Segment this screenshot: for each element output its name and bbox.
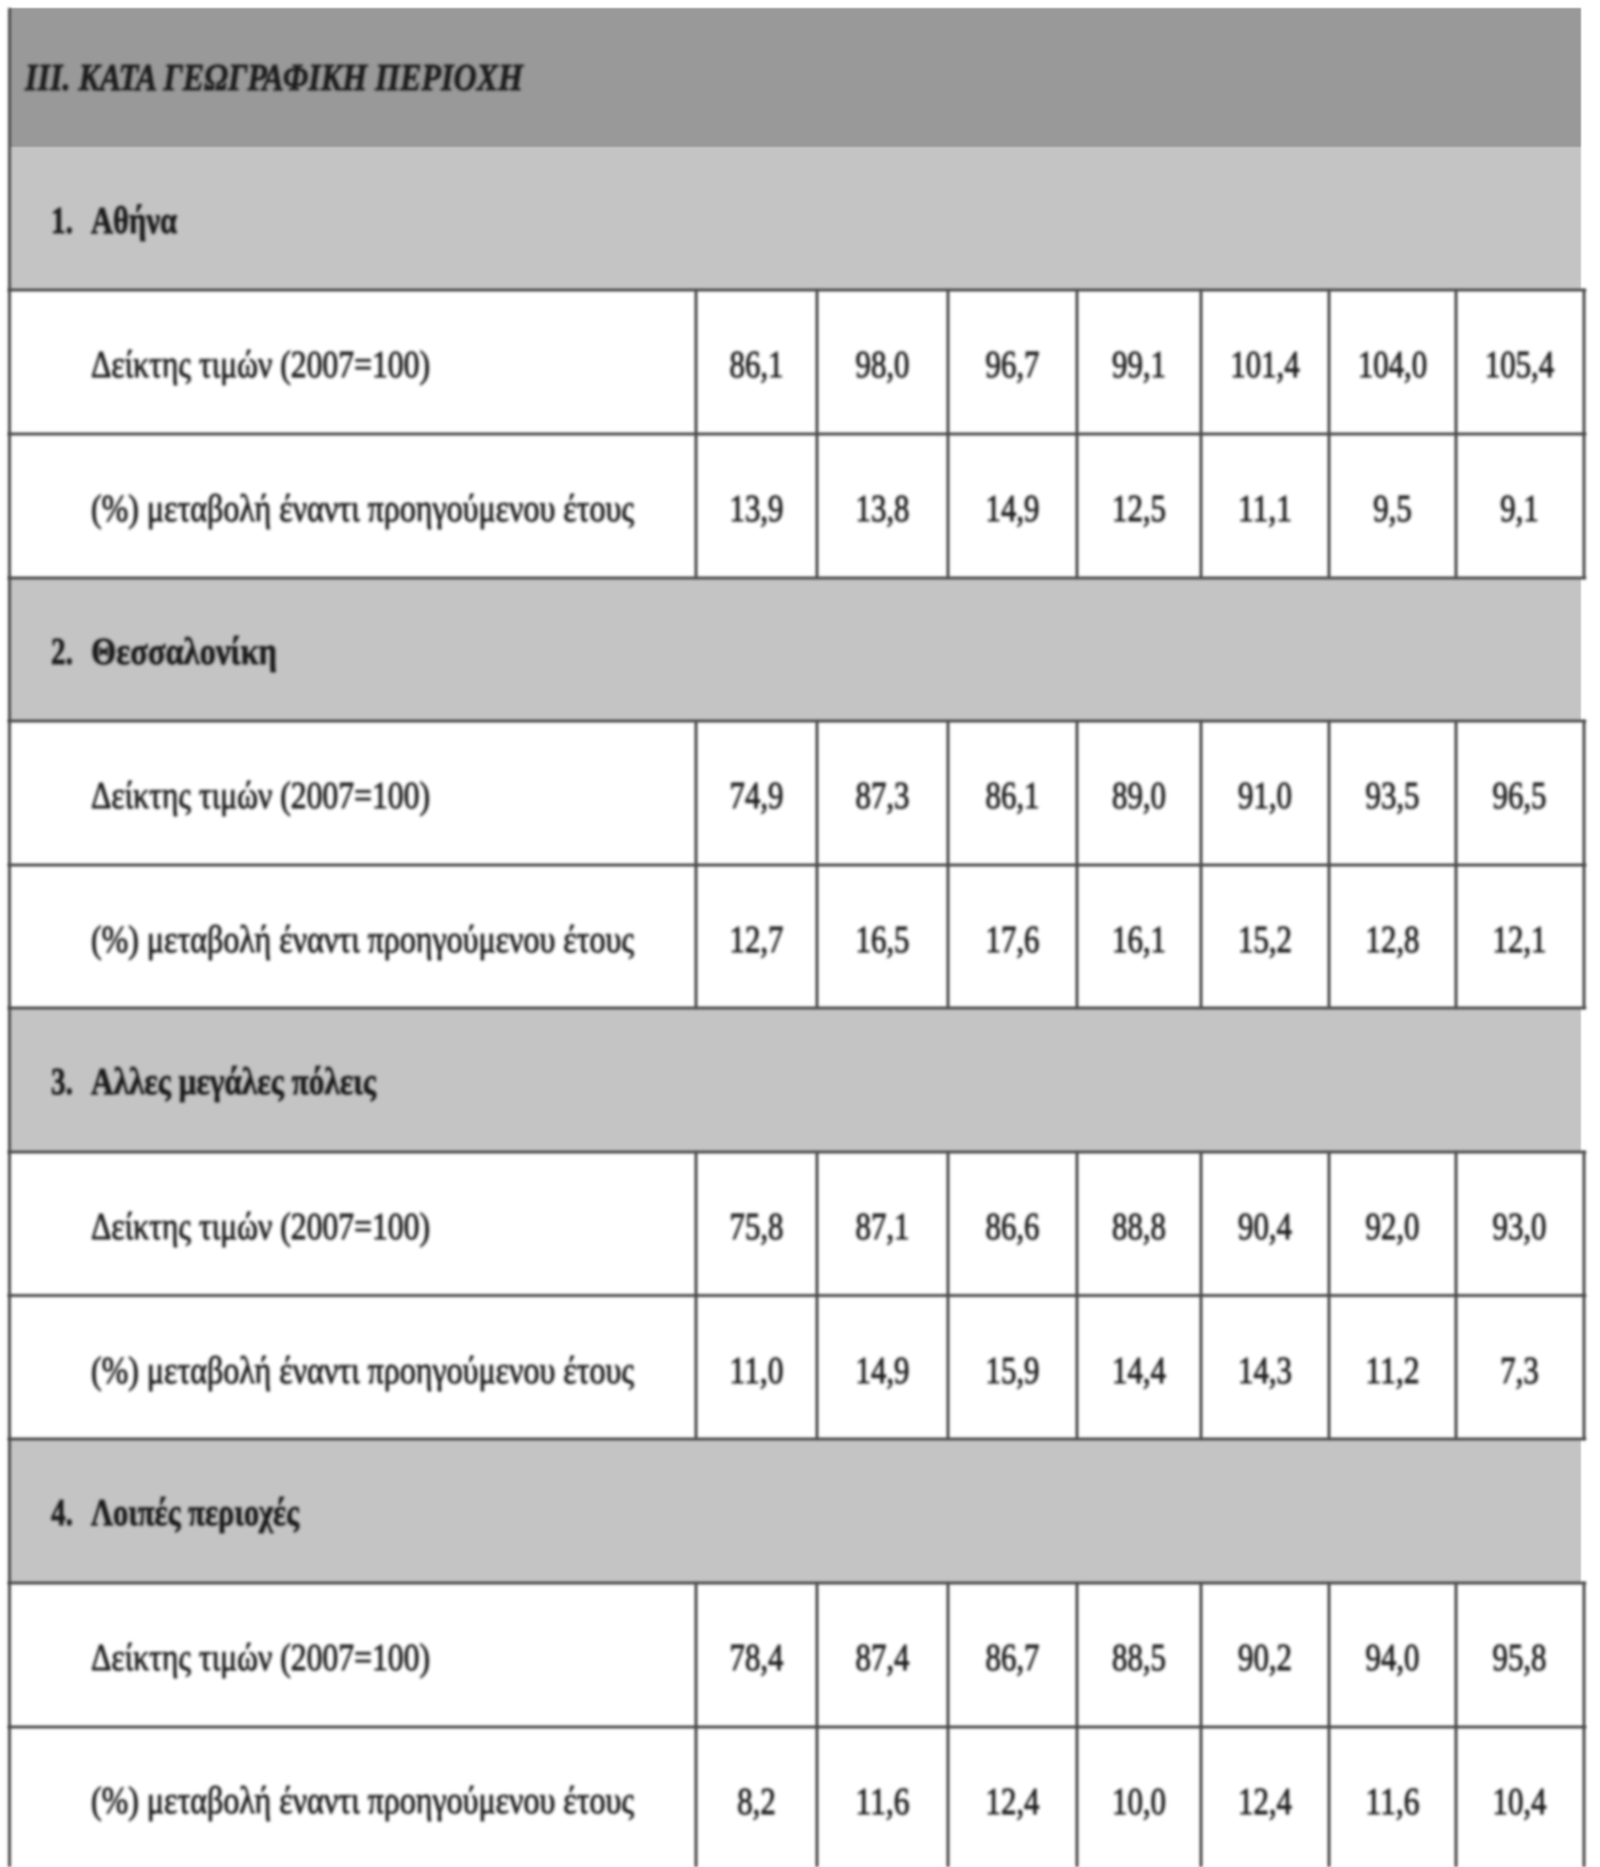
svg-text:88,5: 88,5 (1112, 1637, 1166, 1679)
svg-text:Αθήνα: Αθήνα (91, 200, 177, 242)
svg-text:11,1: 11,1 (1238, 488, 1292, 530)
svg-text:86,7: 86,7 (986, 1637, 1040, 1679)
svg-text:96,5: 96,5 (1493, 775, 1547, 817)
svg-text:15,9: 15,9 (986, 1350, 1040, 1392)
svg-text:III. ΚΑΤΑ ΓΕΩΓΡΑΦΙΚΗ ΠΕΡΙΟΧΗ: III. ΚΑΤΑ ΓΕΩΓΡΑΦΙΚΗ ΠΕΡΙΟΧΗ (24, 57, 524, 99)
svg-text:14,4: 14,4 (1112, 1350, 1166, 1392)
svg-text:104,0: 104,0 (1358, 344, 1427, 386)
svg-text:78,4: 78,4 (730, 1637, 784, 1679)
svg-text:96,7: 96,7 (986, 344, 1040, 386)
svg-text:93,0: 93,0 (1493, 1206, 1547, 1248)
svg-text:10,4: 10,4 (1493, 1781, 1547, 1823)
svg-text:15,2: 15,2 (1238, 919, 1292, 961)
svg-text:7,3: 7,3 (1500, 1350, 1539, 1392)
svg-text:9,1: 9,1 (1500, 488, 1539, 530)
svg-text:98,0: 98,0 (856, 344, 910, 386)
svg-text:99,1: 99,1 (1112, 344, 1166, 386)
svg-text:12,1: 12,1 (1493, 919, 1547, 961)
svg-text:(%) μεταβολή έναντι προηγούμεν: (%) μεταβολή έναντι προηγούμενου έτους (91, 488, 634, 530)
svg-text:91,0: 91,0 (1238, 775, 1292, 817)
svg-text:74,9: 74,9 (730, 775, 784, 817)
svg-text:Λοιπές περιοχές: Λοιπές περιοχές (91, 1492, 300, 1534)
svg-text:3.: 3. (51, 1061, 73, 1103)
svg-text:Δείκτης τιμών (2007=100): Δείκτης τιμών (2007=100) (91, 1206, 430, 1248)
svg-text:93,5: 93,5 (1366, 775, 1420, 817)
svg-text:Δείκτης τιμών (2007=100): Δείκτης τιμών (2007=100) (91, 1637, 430, 1679)
svg-text:11,6: 11,6 (1366, 1781, 1420, 1823)
svg-text:12,7: 12,7 (730, 919, 784, 961)
svg-text:92,0: 92,0 (1366, 1206, 1420, 1248)
svg-text:11,0: 11,0 (730, 1350, 784, 1392)
svg-text:75,8: 75,8 (730, 1206, 784, 1248)
svg-text:86,1: 86,1 (986, 775, 1040, 817)
svg-text:105,4: 105,4 (1485, 344, 1554, 386)
svg-text:12,4: 12,4 (1238, 1781, 1292, 1823)
svg-text:86,1: 86,1 (730, 344, 784, 386)
svg-text:1.: 1. (51, 200, 73, 242)
svg-text:90,2: 90,2 (1238, 1637, 1292, 1679)
svg-text:14,3: 14,3 (1238, 1350, 1292, 1392)
svg-text:(%) μεταβολή έναντι προηγούμεν: (%) μεταβολή έναντι προηγούμενου έτους (91, 1780, 634, 1822)
svg-text:14,9: 14,9 (856, 1350, 910, 1392)
svg-text:13,9: 13,9 (730, 488, 784, 530)
svg-text:12,5: 12,5 (1112, 488, 1166, 530)
svg-text:89,0: 89,0 (1112, 775, 1166, 817)
svg-text:86,6: 86,6 (986, 1206, 1040, 1248)
svg-text:95,8: 95,8 (1493, 1637, 1547, 1679)
svg-text:87,1: 87,1 (856, 1206, 910, 1248)
svg-text:Αλλες μεγάλες πόλεις: Αλλες μεγάλες πόλεις (91, 1061, 377, 1103)
svg-text:16,1: 16,1 (1112, 919, 1166, 961)
svg-text:87,4: 87,4 (856, 1637, 910, 1679)
svg-text:Δείκτης τιμών (2007=100): Δείκτης τιμών (2007=100) (91, 775, 430, 817)
svg-text:10,0: 10,0 (1112, 1781, 1166, 1823)
svg-text:(%) μεταβολή έναντι προηγούμεν: (%) μεταβολή έναντι προηγούμενου έτους (91, 919, 634, 961)
svg-text:Θεσσαλονίκη: Θεσσαλονίκη (91, 631, 277, 673)
svg-text:11,2: 11,2 (1366, 1350, 1420, 1392)
svg-text:4.: 4. (51, 1492, 73, 1534)
svg-text:87,3: 87,3 (856, 775, 910, 817)
svg-text:12,4: 12,4 (986, 1781, 1040, 1823)
svg-text:2.: 2. (51, 631, 73, 673)
svg-text:13,8: 13,8 (856, 488, 910, 530)
svg-text:8,2: 8,2 (737, 1781, 776, 1823)
svg-text:90,4: 90,4 (1238, 1206, 1292, 1248)
svg-text:16,5: 16,5 (856, 919, 910, 961)
svg-text:14,9: 14,9 (986, 488, 1040, 530)
svg-text:94,0: 94,0 (1366, 1637, 1420, 1679)
svg-text:Δείκτης τιμών (2007=100): Δείκτης τιμών (2007=100) (91, 344, 430, 386)
svg-text:11,6: 11,6 (856, 1781, 910, 1823)
svg-text:101,4: 101,4 (1230, 344, 1299, 386)
svg-text:9,5: 9,5 (1373, 488, 1412, 530)
svg-text:(%) μεταβολή έναντι προηγούμεν: (%) μεταβολή έναντι προηγούμενου έτους (91, 1350, 634, 1392)
svg-text:12,8: 12,8 (1366, 919, 1420, 961)
svg-text:88,8: 88,8 (1112, 1206, 1166, 1248)
svg-text:17,6: 17,6 (986, 919, 1040, 961)
